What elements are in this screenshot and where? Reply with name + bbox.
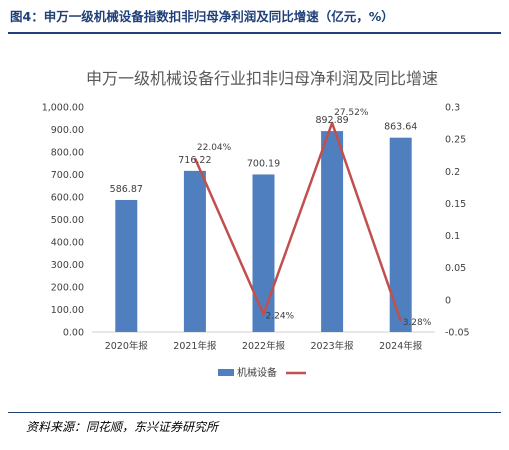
legend: 机械设备 [218, 366, 306, 379]
top-rule [8, 32, 501, 34]
left-tick-label: 900.00 [51, 125, 84, 136]
right-tick-label: 0.2 [445, 167, 460, 178]
right-tick-label: 0 [445, 295, 451, 306]
source-note: 资料来源：同花顺，东兴证券研究所 [26, 420, 219, 434]
category-label: 2023年报 [311, 340, 355, 352]
left-tick-label: 1,000.00 [42, 103, 84, 114]
left-tick-label: 100.00 [51, 305, 84, 316]
bar-value-label: 586.87 [110, 184, 143, 195]
bottom-rule [8, 412, 501, 413]
chart: 申万一级机械设备行业扣非归母净利润及同比增速 0.00 100.00 200.00 3… [42, 69, 470, 379]
bar-value-label: 863.64 [384, 122, 417, 133]
bar-series [115, 131, 412, 332]
x-axis: 2020年报 2021年报 2022年报 2023年报 2024年报 [105, 340, 423, 352]
line-series: 586.87 716.22 700.19 892.89 863.64 22.04% 2.24… [110, 108, 432, 328]
left-tick-label: 200.00 [51, 283, 84, 294]
line-value-label: 22.04% [197, 143, 232, 153]
bar [321, 131, 344, 332]
bar [389, 137, 412, 332]
bar [183, 170, 206, 332]
right-tick-label: 0.05 [445, 263, 466, 274]
right-tick-label: 0.15 [445, 199, 466, 210]
left-tick-label: 300.00 [51, 260, 84, 271]
right-tick-label: -0.05 [445, 328, 470, 339]
bar-value-label: 892.89 [315, 115, 348, 126]
bar-value-label: 716.22 [178, 155, 211, 166]
right-tick-label: 0.3 [445, 103, 460, 114]
left-tick-label: 400.00 [51, 238, 84, 249]
left-tick-label: 0.00 [63, 328, 84, 339]
legend-label-bars: 机械设备 [237, 366, 277, 379]
chart-title: 申万一级机械设备行业扣非归母净利润及同比增速 [86, 69, 438, 88]
growth-line [193, 121, 402, 322]
category-label: 2021年报 [173, 340, 217, 352]
line-value-label: 3.28% [403, 318, 432, 328]
left-tick-label: 500.00 [51, 215, 84, 226]
left-tick-label: 800.00 [51, 148, 84, 159]
line-value-label: 2.24% [266, 311, 295, 321]
figure-title: 图4：申万一级机械设备指数扣非归母净利润及同比增速（亿元，%） [10, 9, 394, 24]
left-tick-label: 700.00 [51, 170, 84, 181]
right-tick-label: 0.1 [445, 231, 460, 242]
right-axis: -0.05 0 0.05 0.1 0.15 0.2 0.25 0.3 [445, 103, 470, 339]
category-label: 2022年报 [242, 340, 286, 352]
left-tick-label: 600.00 [51, 193, 84, 204]
category-label: 2020年报 [105, 340, 149, 352]
bar-value-label: 700.19 [247, 158, 280, 169]
right-tick-label: 0.25 [445, 135, 466, 146]
line-value-label: 27.52% [334, 108, 369, 118]
bar [115, 199, 138, 332]
legend-swatch-bars [218, 369, 234, 376]
left-axis: 0.00 100.00 200.00 300.00 400.00 500.00 600.00… [42, 103, 84, 339]
category-label: 2024年报 [379, 340, 423, 352]
bar [252, 174, 275, 332]
